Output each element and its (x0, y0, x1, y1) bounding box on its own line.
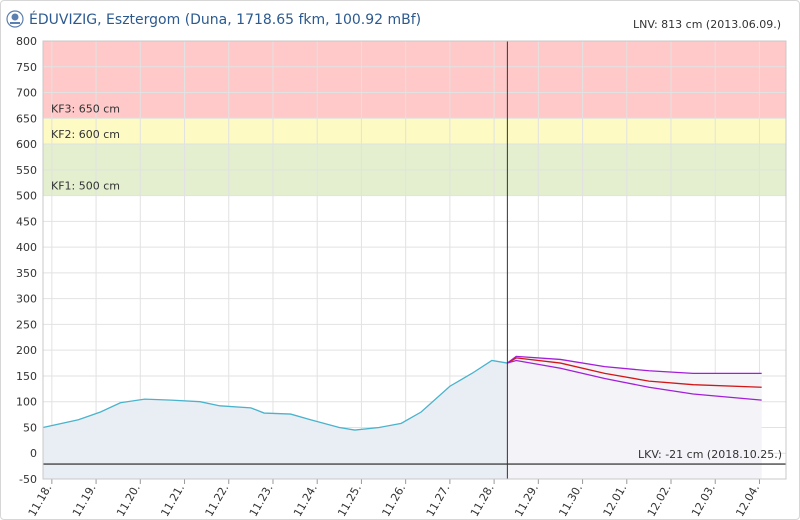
y-tick-label: 650 (16, 112, 37, 125)
lkv-label: LKV: -21 cm (2018.10.25.) (638, 448, 782, 461)
x-tick-label: 11.24. (291, 482, 320, 519)
x-tick-label: 11.30. (556, 482, 585, 519)
band-label: KF2: 600 cm (51, 128, 120, 141)
alert-band (43, 41, 786, 119)
y-tick-label: 300 (16, 293, 37, 306)
y-tick-label: 0 (30, 447, 37, 460)
y-tick-label: 350 (16, 267, 37, 280)
x-tick-label: 11.25. (335, 482, 364, 519)
x-tick-label: 11.23. (247, 482, 276, 519)
x-tick-label: 11.27. (424, 482, 453, 519)
area (507, 356, 762, 479)
x-tick-label: 12.04. (733, 482, 762, 519)
y-tick-label: 800 (16, 35, 37, 48)
x-tick-label: 11.21. (158, 482, 187, 519)
series-line (507, 359, 762, 401)
series-line (506, 355, 762, 375)
y-tick-label: 750 (16, 61, 37, 74)
band-label: KF3: 650 cm (51, 102, 120, 115)
y-tick-label: 600 (16, 138, 37, 151)
series-line (507, 357, 762, 388)
logo (6, 10, 24, 28)
y-tick-label: 400 (16, 241, 37, 254)
x-tick-label: 11.28. (468, 482, 497, 519)
x-tick-label: 11.29. (512, 482, 541, 519)
chart-subtitle: LNV: 813 cm (2013.06.09.) (633, 18, 781, 31)
y-tick-label: 700 (16, 87, 37, 100)
plot-frame (42, 40, 787, 480)
x-tick-label: 12.01. (601, 482, 630, 519)
x-tick-label: 11.19. (70, 482, 99, 519)
band-label: KF1: 500 cm (51, 180, 120, 193)
y-tick-label: -50 (19, 473, 37, 486)
y-tick-label: 100 (16, 396, 37, 409)
x-tick-label: 11.26. (379, 482, 408, 519)
y-tick-label: 150 (16, 370, 37, 383)
chart-title: ÉDUVIZIG, Esztergom (Duna, 1718.65 fkm, … (29, 11, 421, 28)
x-tick-label: 12.03. (689, 482, 718, 519)
alert-band (43, 118, 786, 145)
y-tick-label: 250 (16, 318, 37, 331)
x-tick-label: 11.18. (26, 482, 55, 519)
y-tick-label: 200 (16, 344, 37, 357)
x-tick-label: 11.20. (114, 482, 143, 519)
y-tick-label: 550 (16, 164, 37, 177)
series-line (42, 359, 508, 431)
y-tick-label: 500 (16, 190, 37, 203)
x-tick-label: 12.02. (645, 482, 674, 519)
y-tick-label: 50 (23, 421, 37, 434)
area (43, 360, 508, 479)
y-tick-label: 450 (16, 215, 37, 228)
x-tick-label: 11.22. (203, 482, 232, 519)
